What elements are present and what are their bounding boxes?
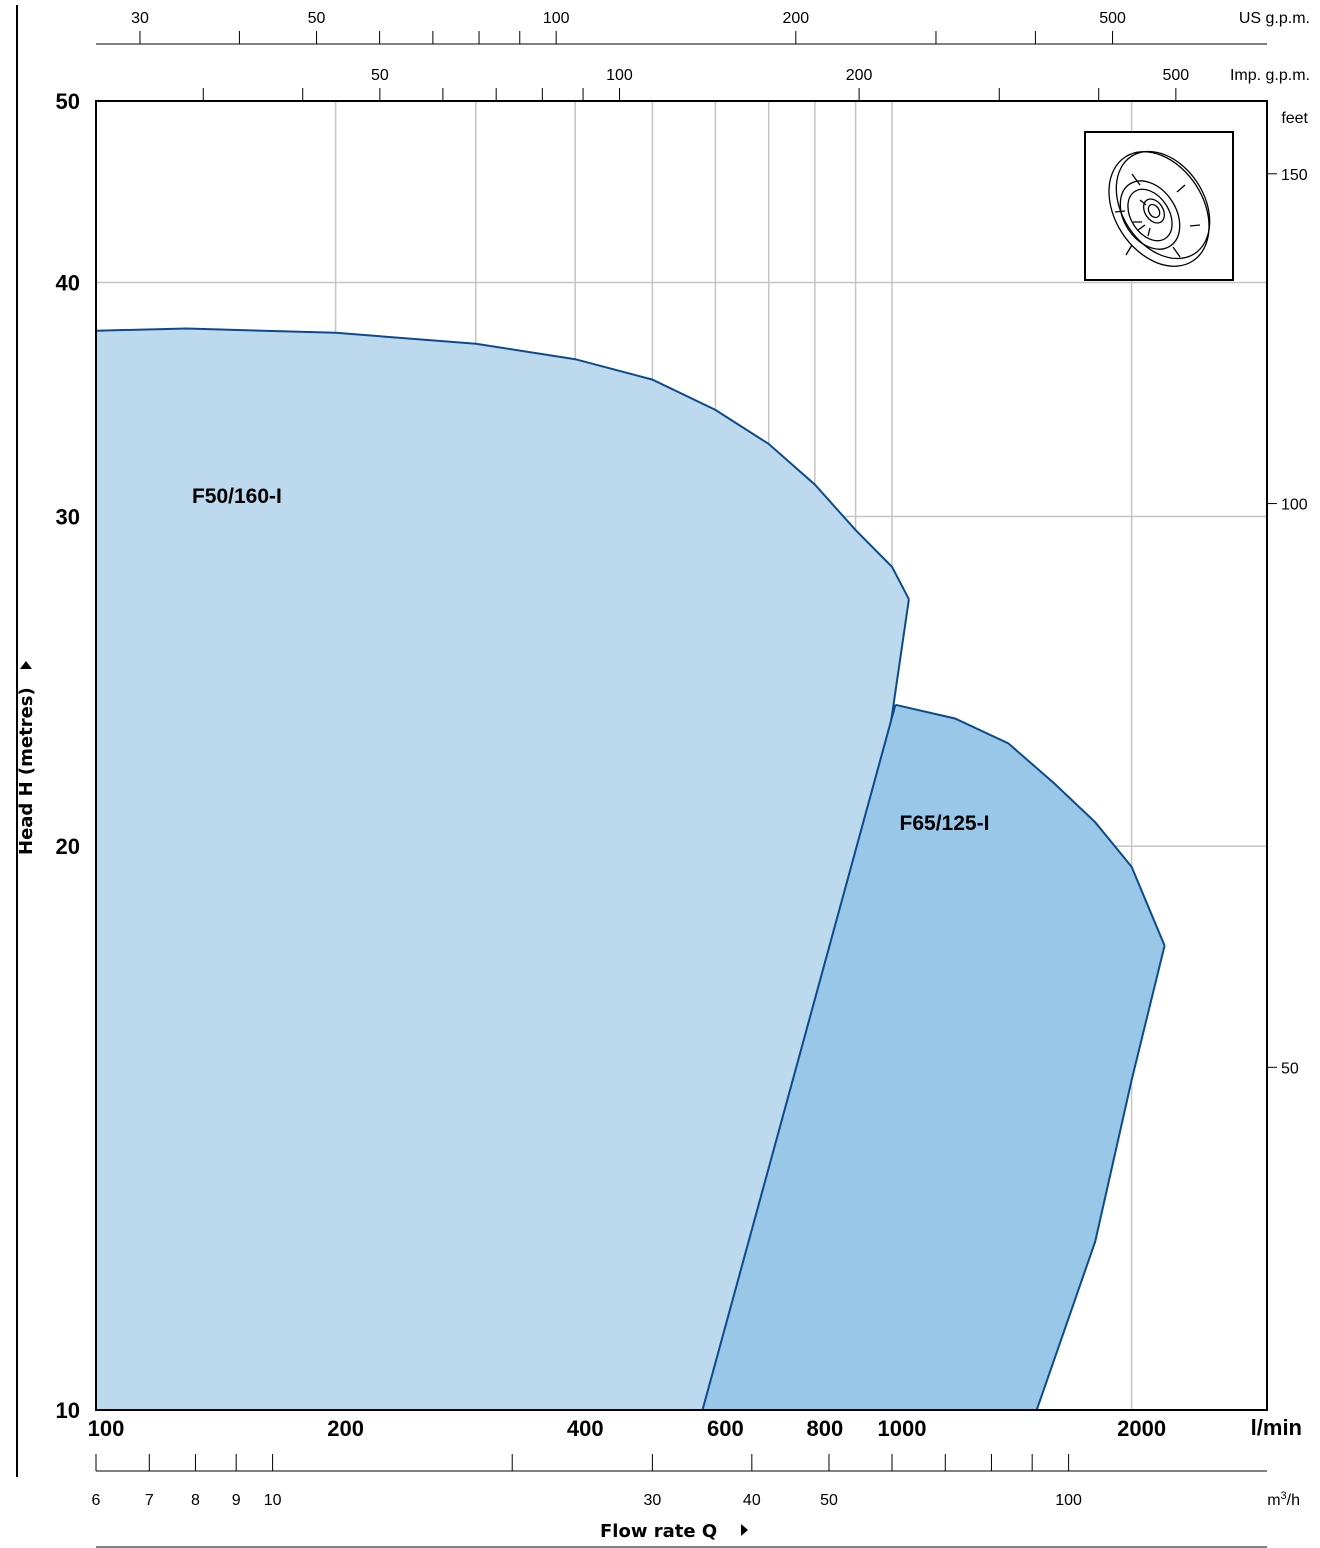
- flow-lmin-tick-label: 200: [327, 1416, 364, 1441]
- m3h-tick-label: 50: [820, 1492, 838, 1509]
- m3h-tick-label: 30: [643, 1492, 661, 1509]
- flow-m3h-axis: 6 7 8 9 10 30 40 50 100: [92, 1454, 1267, 1509]
- m3h-tick-label: 10: [264, 1492, 282, 1509]
- top-axes: 30 50 100 200 500 50 100 200 500: [96, 10, 1267, 101]
- impeller-thumbnail: [1084, 131, 1234, 281]
- series-outline: [701, 704, 1166, 1411]
- series-outline: [95, 327, 910, 600]
- m3h-unit-label: m3/h: [1267, 1490, 1300, 1509]
- head-axis: 10 20 30 40 50: [56, 89, 80, 1423]
- head-tick-label: 30: [56, 504, 80, 529]
- series-label: F50/160-I: [192, 485, 282, 508]
- head-tick-label: 50: [56, 89, 80, 114]
- imp-gpm-tick-label: 100: [606, 67, 633, 84]
- m3h-tick-label: 9: [232, 1492, 241, 1509]
- flow-lmin-tick-label: 800: [807, 1416, 844, 1441]
- us-gpm-tick-label: 500: [1099, 10, 1126, 27]
- series-area: [702, 704, 1165, 1410]
- imp-gpm-tick-label: 200: [846, 67, 873, 84]
- us-gpm-tick-label: 30: [131, 10, 149, 27]
- feet-unit-label: feet: [1281, 110, 1308, 127]
- imp-gpm-tick-label: 50: [371, 67, 389, 84]
- m3h-tick-label: 100: [1055, 1492, 1082, 1509]
- head-tick-label: 40: [56, 270, 80, 295]
- flow-lmin-tick-label: 2000: [1117, 1416, 1166, 1441]
- m3h-unit-tail: /h: [1287, 1492, 1300, 1509]
- us-gpm-tick-label: 50: [308, 10, 326, 27]
- flow-lmin-axis: 100 200 400 600 800 1000 2000: [88, 1416, 1166, 1441]
- y-axis-arrow-icon: [20, 661, 32, 669]
- flow-lmin-tick-label: 100: [88, 1416, 125, 1441]
- flow-lmin-tick-label: 1000: [878, 1416, 927, 1441]
- imp-gpm-unit-label: Imp. g.p.m.: [1230, 67, 1310, 84]
- series-outline: [895, 703, 1166, 946]
- feet-tick-label: 150: [1281, 167, 1308, 184]
- m3h-unit-base: m: [1267, 1492, 1280, 1509]
- us-gpm-unit-label: US g.p.m.: [1239, 10, 1310, 27]
- feet-axis: 50 100 150: [1267, 167, 1308, 1077]
- m3h-tick-label: 7: [145, 1492, 154, 1509]
- lmin-unit-label: l/min: [1251, 1415, 1302, 1440]
- imp-gpm-tick-label: 500: [1163, 67, 1190, 84]
- feet-tick-label: 100: [1281, 497, 1308, 514]
- head-tick-label: 20: [56, 834, 80, 859]
- m3h-tick-label: 6: [92, 1492, 101, 1509]
- us-gpm-tick-label: 200: [782, 10, 809, 27]
- x-axis-title: Flow rate Q: [600, 1521, 717, 1542]
- flow-lmin-tick-label: 600: [707, 1416, 744, 1441]
- x-axis-arrow-icon: [741, 1524, 748, 1536]
- head-tick-label: 10: [56, 1398, 80, 1423]
- m3h-tick-label: 40: [743, 1492, 761, 1509]
- series-label: F65/125-I: [900, 812, 990, 835]
- series-area: [96, 328, 909, 1410]
- m3h-tick-label: 8: [191, 1492, 200, 1509]
- flow-lmin-tick-label: 400: [567, 1416, 604, 1441]
- feet-tick-label: 50: [1281, 1060, 1299, 1077]
- us-gpm-tick-label: 100: [543, 10, 570, 27]
- area-layer: F50/160-I F65/125-I: [95, 327, 1166, 1411]
- plot-frame: [95, 100, 1268, 1411]
- impeller-icon: [1108, 150, 1211, 267]
- m3h-unit-sup: 3: [1281, 1490, 1287, 1502]
- y-axis-title: Head H (metres): [16, 687, 37, 855]
